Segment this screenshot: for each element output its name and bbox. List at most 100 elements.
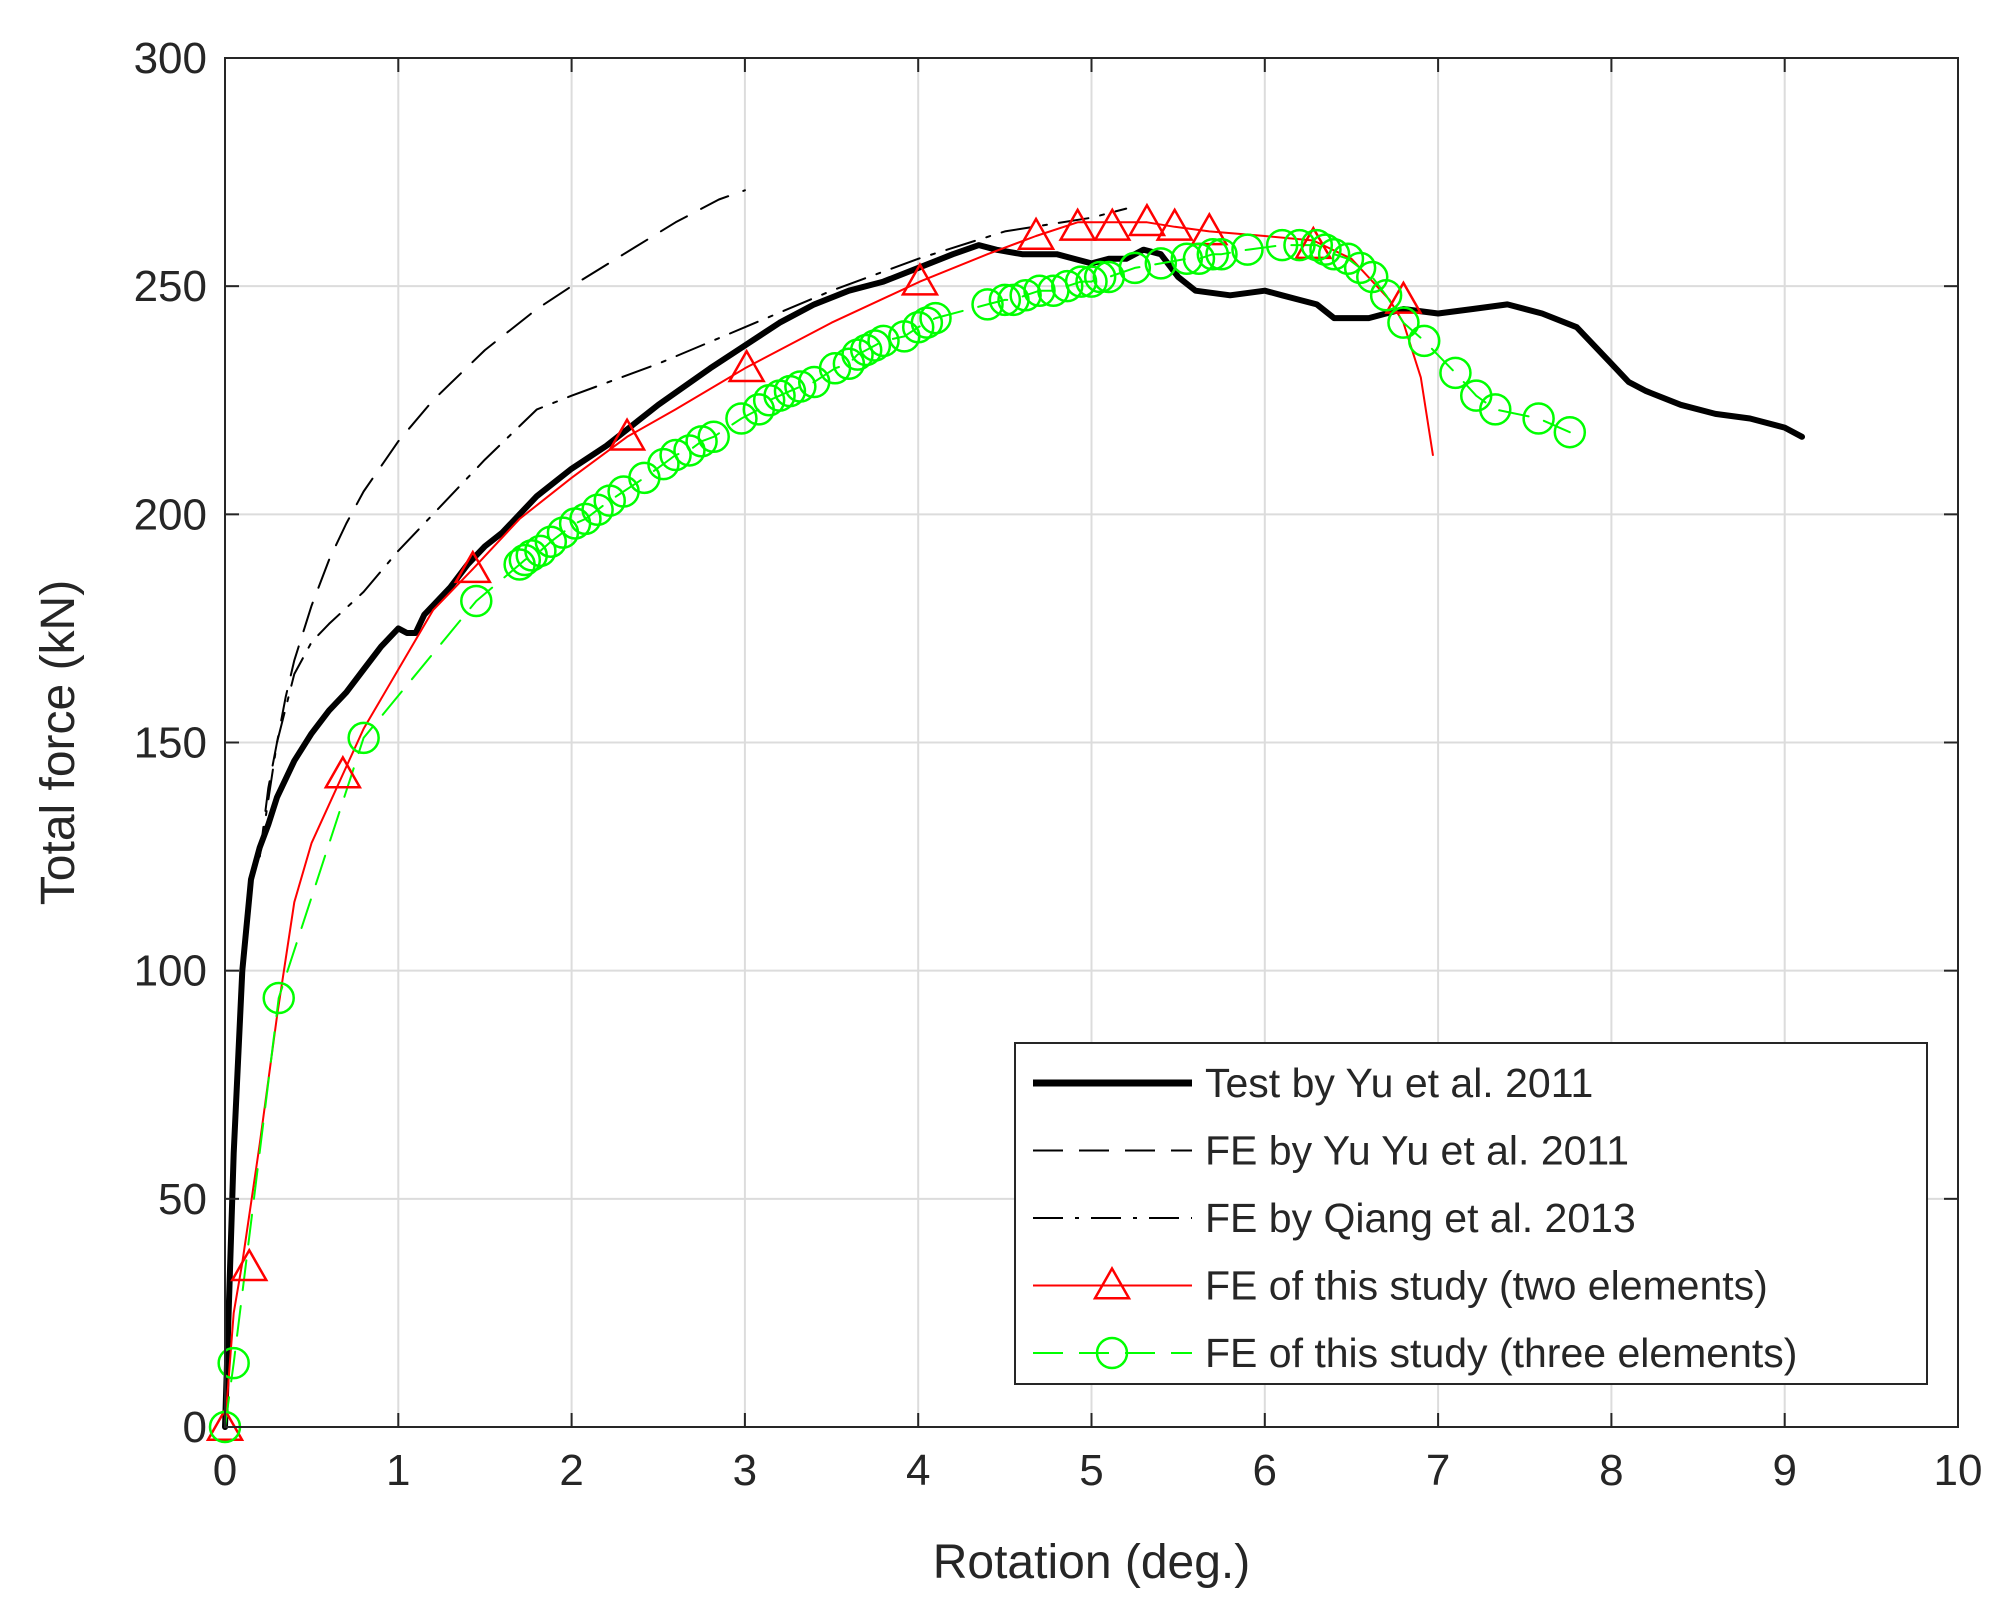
series-3-marker bbox=[1384, 280, 1423, 314]
x-tick-label: 3 bbox=[733, 1446, 757, 1495]
series-4-marker bbox=[1300, 228, 1334, 262]
x-tick-label: 10 bbox=[1934, 1446, 1983, 1495]
series-4-marker bbox=[697, 420, 730, 454]
series-markers bbox=[205, 202, 1587, 1444]
series-3-marker bbox=[205, 1407, 245, 1441]
y-tick-label: 200 bbox=[134, 490, 207, 539]
series-4-marker bbox=[524, 534, 557, 568]
x-tick-label: 5 bbox=[1079, 1446, 1103, 1495]
series-4-marker bbox=[1196, 237, 1230, 271]
series-4-marker bbox=[1064, 265, 1098, 298]
x-tick-label: 0 bbox=[213, 1446, 237, 1495]
series-4-marker bbox=[901, 310, 935, 344]
series-3-marker bbox=[230, 1247, 269, 1282]
legend-label-4: FE of this study (three elements) bbox=[1205, 1330, 1797, 1376]
series-4-marker bbox=[1118, 251, 1152, 285]
series-4-marker bbox=[508, 543, 542, 577]
legend-label-2: FE by Qiang et al. 2013 bbox=[1205, 1195, 1636, 1241]
series-4-marker bbox=[1182, 242, 1216, 276]
series-line-0 bbox=[222, 242, 1805, 1430]
x-axis-label: Rotation (deg.) bbox=[933, 1536, 1251, 1589]
x-tick-label: 9 bbox=[1772, 1446, 1796, 1495]
series-4-marker bbox=[1522, 402, 1555, 435]
legend-label-0: Test by Yu et al. 2011 bbox=[1205, 1060, 1593, 1106]
series-4-marker bbox=[460, 584, 493, 618]
series-4-marker bbox=[971, 288, 1004, 321]
legend-marker-3 bbox=[1092, 1265, 1132, 1300]
series-4-marker bbox=[1083, 260, 1117, 294]
series-3-marker bbox=[900, 262, 940, 296]
legend: Test by Yu et al. 2011 FE by Yu Yu et al.… bbox=[1014, 1042, 1928, 1385]
series-4-marker bbox=[569, 502, 602, 536]
legend-label-1: FE by Yu Yu et al. 2011 bbox=[1205, 1128, 1629, 1174]
series-4-marker bbox=[659, 438, 692, 472]
series-4-marker bbox=[1553, 415, 1587, 449]
x-tick-label: 4 bbox=[906, 1446, 930, 1495]
series-4-marker bbox=[217, 1346, 250, 1380]
series-3-marker bbox=[1093, 207, 1132, 241]
y-axis-label: Total force (kN) bbox=[32, 580, 85, 905]
series-4-marker bbox=[647, 447, 680, 481]
series-3-marker bbox=[1127, 202, 1167, 237]
series-line-1 bbox=[258, 189, 746, 858]
series-4-marker bbox=[910, 306, 944, 339]
series-4-marker bbox=[347, 721, 380, 755]
series-4-marker bbox=[1050, 269, 1084, 303]
series-4-marker bbox=[1369, 279, 1403, 312]
series-4-marker bbox=[1479, 393, 1512, 426]
series-4-marker bbox=[1309, 233, 1342, 266]
y-tick-label: 0 bbox=[183, 1403, 207, 1452]
x-tick-label: 6 bbox=[1253, 1446, 1277, 1495]
y-tick-label: 300 bbox=[134, 34, 207, 83]
series-4-marker bbox=[849, 333, 883, 367]
series-3-marker bbox=[1058, 207, 1097, 241]
series-4-marker bbox=[1387, 306, 1420, 339]
series-4-marker bbox=[1343, 251, 1377, 285]
legend-marker-4 bbox=[1095, 1336, 1129, 1370]
series-4-marker bbox=[262, 981, 295, 1015]
series-line-2 bbox=[258, 207, 1128, 858]
legend-label-3: FE of this study (two elements) bbox=[1205, 1263, 1768, 1309]
series-line-3 bbox=[224, 221, 1434, 1428]
y-tick-label: 100 bbox=[134, 947, 207, 996]
y-tick-label: 150 bbox=[134, 719, 207, 768]
series-4-marker bbox=[1265, 228, 1299, 262]
series-3-marker bbox=[607, 417, 647, 451]
series-4-marker bbox=[1231, 233, 1264, 266]
series-4-marker bbox=[1023, 274, 1056, 307]
series-4-marker bbox=[988, 283, 1022, 317]
series-4-marker bbox=[1317, 237, 1351, 271]
series-4-marker bbox=[534, 525, 568, 558]
ticks bbox=[224, 57, 1959, 1428]
series-4-marker bbox=[1009, 279, 1042, 312]
series-4-marker bbox=[673, 434, 706, 467]
series-4-marker bbox=[867, 324, 900, 358]
x-tick-label: 1 bbox=[386, 1446, 410, 1495]
series-4-marker bbox=[1331, 242, 1365, 276]
series-3-marker bbox=[1155, 207, 1194, 241]
y-tick-label: 50 bbox=[158, 1175, 207, 1224]
series-4-marker bbox=[919, 301, 952, 335]
series-4-marker bbox=[1205, 237, 1238, 271]
series-3-marker bbox=[323, 754, 362, 789]
legend-box bbox=[1014, 1042, 1928, 1385]
series-4-marker bbox=[1144, 247, 1178, 280]
series-3-marker bbox=[453, 549, 492, 584]
x-tick-label: 7 bbox=[1426, 1446, 1450, 1495]
series-4-marker bbox=[1439, 356, 1472, 390]
series-3-marker bbox=[727, 348, 766, 383]
series-4-marker bbox=[1075, 265, 1108, 298]
series-4-marker bbox=[1170, 242, 1204, 276]
plot-area bbox=[205, 189, 1805, 1444]
series-4-marker bbox=[858, 329, 892, 362]
series-4-marker bbox=[841, 338, 874, 371]
y-tick-label: 250 bbox=[134, 262, 207, 311]
series-4-marker bbox=[1283, 228, 1316, 262]
series-4-marker bbox=[725, 402, 758, 435]
x-tick-label: 2 bbox=[559, 1446, 583, 1495]
series-4-marker bbox=[784, 370, 817, 403]
series-4-marker bbox=[1407, 324, 1441, 358]
series-4-marker bbox=[581, 493, 614, 527]
